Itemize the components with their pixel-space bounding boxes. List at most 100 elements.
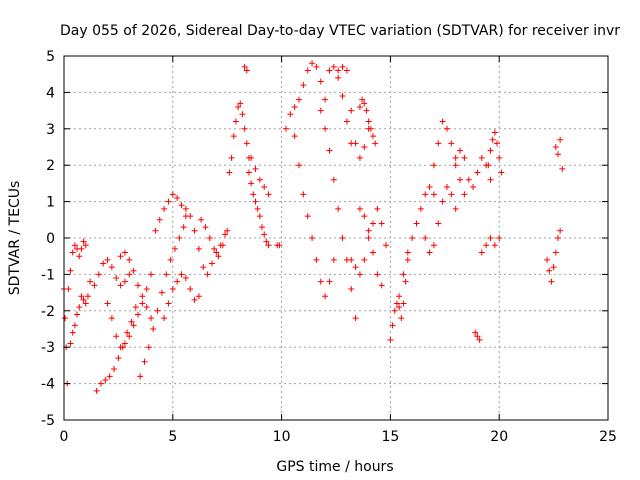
- grid-lines: [64, 56, 608, 420]
- data-point: [232, 118, 239, 125]
- y-tick-label: -4: [41, 377, 55, 393]
- data-point: [182, 205, 189, 212]
- data-point: [494, 140, 501, 147]
- data-point: [171, 245, 178, 252]
- data-point: [448, 191, 455, 198]
- data-point: [474, 169, 481, 176]
- data-point: [322, 96, 329, 103]
- data-point: [69, 249, 76, 256]
- data-point: [130, 322, 137, 329]
- data-point: [67, 340, 74, 347]
- data-point: [443, 125, 450, 132]
- data-point: [126, 256, 133, 263]
- data-point: [496, 154, 503, 161]
- data-point: [215, 253, 222, 260]
- data-point: [470, 184, 477, 191]
- data-point: [352, 315, 359, 322]
- data-point: [78, 293, 85, 300]
- data-point: [356, 154, 363, 161]
- data-point: [87, 278, 94, 285]
- data-point: [67, 267, 74, 274]
- data-point: [322, 293, 329, 300]
- data-point: [115, 355, 122, 362]
- data-point: [317, 278, 324, 285]
- data-point: [165, 198, 172, 205]
- data-point: [483, 242, 490, 249]
- data-point: [74, 311, 81, 318]
- data-point: [167, 256, 174, 263]
- y-tick-label: -5: [41, 413, 55, 429]
- data-point: [71, 242, 78, 249]
- data-point: [443, 184, 450, 191]
- data-point: [326, 278, 333, 285]
- data-point: [478, 154, 485, 161]
- data-point: [296, 162, 303, 169]
- data-point: [330, 63, 337, 70]
- data-point: [378, 220, 385, 227]
- data-point: [330, 176, 337, 183]
- data-point: [356, 205, 363, 212]
- data-point: [80, 296, 87, 303]
- data-point: [237, 100, 244, 107]
- data-point: [245, 169, 252, 176]
- data-point: [141, 358, 148, 365]
- data-point: [134, 282, 141, 289]
- data-point: [402, 278, 409, 285]
- data-point: [361, 144, 368, 150]
- data-point: [252, 198, 259, 205]
- data-point: [348, 285, 355, 292]
- data-point: [457, 147, 464, 154]
- data-point: [121, 249, 128, 256]
- x-tick-label: 25: [599, 429, 617, 445]
- data-point: [426, 184, 433, 191]
- y-tick-label: 4: [46, 85, 55, 101]
- data-point: [161, 205, 168, 212]
- data-point: [396, 304, 403, 311]
- data-point: [250, 191, 257, 198]
- data-point: [224, 227, 231, 234]
- data-point: [478, 249, 485, 256]
- data-point: [198, 216, 205, 223]
- data-point: [391, 307, 398, 314]
- data-point: [404, 249, 411, 256]
- data-point: [239, 111, 246, 118]
- data-point: [76, 304, 83, 311]
- data-point: [365, 118, 372, 125]
- data-point: [557, 227, 564, 234]
- data-point: [313, 256, 320, 263]
- data-point: [178, 202, 185, 209]
- data-point: [69, 329, 76, 336]
- data-point: [208, 260, 215, 267]
- data-point: [348, 107, 355, 114]
- x-tick-label: 20: [490, 429, 508, 445]
- data-point: [191, 296, 198, 303]
- data-point: [132, 304, 139, 311]
- data-point: [174, 194, 181, 201]
- data-point: [417, 205, 424, 212]
- data-point: [413, 220, 420, 227]
- data-point: [296, 96, 303, 103]
- data-point: [359, 96, 366, 103]
- y-tick-label: 2: [46, 158, 55, 174]
- data-point: [439, 198, 446, 205]
- data-point: [304, 67, 311, 74]
- data-point: [180, 224, 187, 231]
- data-point: [287, 111, 294, 118]
- data-point: [154, 307, 161, 314]
- data-point: [435, 220, 442, 227]
- data-point: [369, 249, 376, 256]
- data-point: [550, 264, 557, 271]
- data-point: [352, 140, 359, 147]
- data-point: [404, 256, 411, 263]
- data-point: [80, 238, 87, 245]
- data-point: [228, 154, 235, 161]
- data-point: [161, 315, 168, 322]
- data-point: [487, 147, 494, 154]
- data-point: [426, 249, 433, 256]
- data-point: [356, 103, 363, 110]
- data-point: [326, 67, 333, 74]
- data-point: [304, 213, 311, 220]
- data-point: [204, 271, 211, 278]
- data-point: [230, 133, 237, 140]
